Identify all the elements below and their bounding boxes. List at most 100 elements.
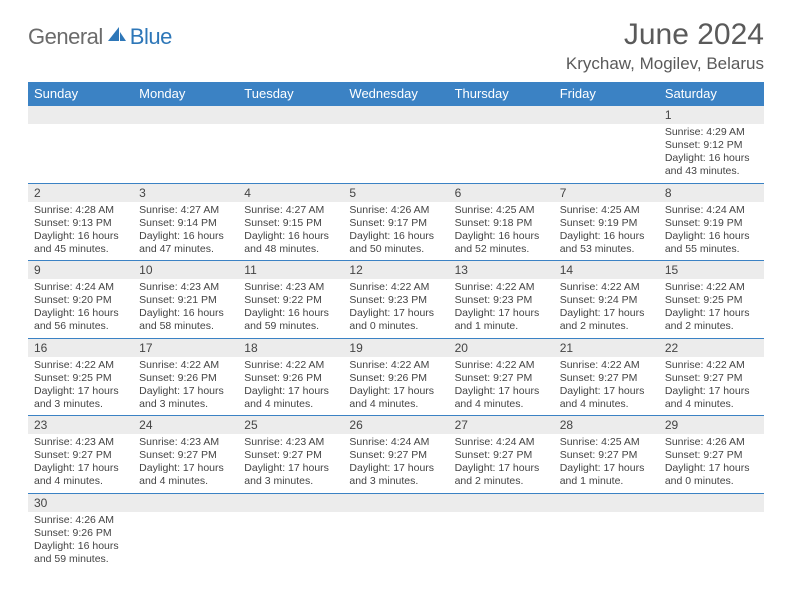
detail-row: Sunrise: 4:23 AMSunset: 9:27 PMDaylight:… <box>28 434 764 493</box>
day-sr: Sunrise: 4:25 AM <box>560 436 653 449</box>
day-ss: Sunset: 9:12 PM <box>665 139 758 152</box>
day-number-cell: 29 <box>659 416 764 435</box>
day-number-cell: 24 <box>133 416 238 435</box>
day-number-cell: 12 <box>343 261 448 280</box>
day-sr: Sunrise: 4:22 AM <box>665 281 758 294</box>
day-detail-cell: Sunrise: 4:26 AMSunset: 9:27 PMDaylight:… <box>659 434 764 493</box>
day-d1: Daylight: 17 hours <box>349 385 442 398</box>
day-d1: Daylight: 17 hours <box>349 462 442 475</box>
day-number-cell: 28 <box>554 416 659 435</box>
day-ss: Sunset: 9:27 PM <box>349 449 442 462</box>
day-detail-cell: Sunrise: 4:23 AMSunset: 9:27 PMDaylight:… <box>28 434 133 493</box>
day-detail-cell: Sunrise: 4:23 AMSunset: 9:27 PMDaylight:… <box>133 434 238 493</box>
weekday-header-row: Sunday Monday Tuesday Wednesday Thursday… <box>28 82 764 106</box>
day-number-cell: 27 <box>449 416 554 435</box>
day-d1: Daylight: 17 hours <box>244 462 337 475</box>
day-number-cell: 3 <box>133 183 238 202</box>
day-detail-cell: Sunrise: 4:22 AMSunset: 9:25 PMDaylight:… <box>28 357 133 416</box>
day-ss: Sunset: 9:27 PM <box>560 449 653 462</box>
day-detail-cell: Sunrise: 4:22 AMSunset: 9:23 PMDaylight:… <box>343 279 448 338</box>
weekday-header: Tuesday <box>238 82 343 106</box>
day-d1: Daylight: 17 hours <box>455 385 548 398</box>
day-ss: Sunset: 9:27 PM <box>560 372 653 385</box>
day-number-cell: 20 <box>449 338 554 357</box>
day-detail-cell <box>343 124 448 183</box>
day-number-cell: 26 <box>343 416 448 435</box>
day-d1: Daylight: 17 hours <box>560 462 653 475</box>
day-number-cell <box>554 106 659 125</box>
day-sr: Sunrise: 4:24 AM <box>455 436 548 449</box>
logo-text-blue: Blue <box>130 24 172 50</box>
day-number-cell: 19 <box>343 338 448 357</box>
day-detail-cell: Sunrise: 4:23 AMSunset: 9:27 PMDaylight:… <box>238 434 343 493</box>
day-number-cell <box>133 493 238 512</box>
day-ss: Sunset: 9:27 PM <box>665 449 758 462</box>
day-d1: Daylight: 16 hours <box>244 230 337 243</box>
day-ss: Sunset: 9:22 PM <box>244 294 337 307</box>
day-ss: Sunset: 9:27 PM <box>244 449 337 462</box>
day-d1: Daylight: 17 hours <box>560 385 653 398</box>
day-d2: and 1 minute. <box>455 320 548 333</box>
day-sr: Sunrise: 4:22 AM <box>665 359 758 372</box>
weekday-header: Friday <box>554 82 659 106</box>
day-number-cell: 5 <box>343 183 448 202</box>
day-detail-cell: Sunrise: 4:28 AMSunset: 9:13 PMDaylight:… <box>28 202 133 261</box>
day-ss: Sunset: 9:14 PM <box>139 217 232 230</box>
day-number-cell: 18 <box>238 338 343 357</box>
title-block: June 2024 Krychaw, Mogilev, Belarus <box>566 18 764 74</box>
day-sr: Sunrise: 4:22 AM <box>560 359 653 372</box>
logo-sail-icon <box>107 26 127 49</box>
day-d2: and 48 minutes. <box>244 243 337 256</box>
day-number-cell <box>343 106 448 125</box>
day-d2: and 2 minutes. <box>665 320 758 333</box>
day-number-cell: 2 <box>28 183 133 202</box>
day-detail-cell <box>343 512 448 571</box>
day-d1: Daylight: 16 hours <box>455 230 548 243</box>
day-detail-cell: Sunrise: 4:22 AMSunset: 9:26 PMDaylight:… <box>238 357 343 416</box>
day-d2: and 4 minutes. <box>139 475 232 488</box>
day-ss: Sunset: 9:26 PM <box>244 372 337 385</box>
day-d1: Daylight: 17 hours <box>455 307 548 320</box>
day-detail-cell: Sunrise: 4:23 AMSunset: 9:21 PMDaylight:… <box>133 279 238 338</box>
day-detail-cell: Sunrise: 4:24 AMSunset: 9:27 PMDaylight:… <box>449 434 554 493</box>
day-d2: and 3 minutes. <box>34 398 127 411</box>
day-number-cell: 13 <box>449 261 554 280</box>
day-sr: Sunrise: 4:27 AM <box>139 204 232 217</box>
day-sr: Sunrise: 4:23 AM <box>244 436 337 449</box>
day-ss: Sunset: 9:27 PM <box>34 449 127 462</box>
day-d2: and 1 minute. <box>560 475 653 488</box>
day-d1: Daylight: 17 hours <box>349 307 442 320</box>
day-detail-cell: Sunrise: 4:22 AMSunset: 9:23 PMDaylight:… <box>449 279 554 338</box>
day-d1: Daylight: 16 hours <box>349 230 442 243</box>
day-detail-cell <box>238 124 343 183</box>
day-number-cell: 8 <box>659 183 764 202</box>
day-d1: Daylight: 16 hours <box>34 540 127 553</box>
day-number-cell: 25 <box>238 416 343 435</box>
day-number-cell: 7 <box>554 183 659 202</box>
day-d2: and 4 minutes. <box>455 398 548 411</box>
day-detail-cell <box>554 512 659 571</box>
daynum-row: 23242526272829 <box>28 416 764 435</box>
day-detail-cell: Sunrise: 4:26 AMSunset: 9:17 PMDaylight:… <box>343 202 448 261</box>
day-detail-cell: Sunrise: 4:22 AMSunset: 9:26 PMDaylight:… <box>133 357 238 416</box>
detail-row: Sunrise: 4:26 AMSunset: 9:26 PMDaylight:… <box>28 512 764 571</box>
day-ss: Sunset: 9:26 PM <box>349 372 442 385</box>
day-detail-cell <box>238 512 343 571</box>
day-d1: Daylight: 16 hours <box>665 230 758 243</box>
day-d2: and 0 minutes. <box>349 320 442 333</box>
day-number-cell: 4 <box>238 183 343 202</box>
day-d2: and 4 minutes. <box>665 398 758 411</box>
day-d1: Daylight: 16 hours <box>139 307 232 320</box>
daynum-row: 2345678 <box>28 183 764 202</box>
day-d1: Daylight: 17 hours <box>244 385 337 398</box>
day-ss: Sunset: 9:25 PM <box>665 294 758 307</box>
day-d1: Daylight: 16 hours <box>34 307 127 320</box>
day-d2: and 3 minutes. <box>244 475 337 488</box>
day-d1: Daylight: 16 hours <box>560 230 653 243</box>
day-sr: Sunrise: 4:23 AM <box>244 281 337 294</box>
day-d1: Daylight: 17 hours <box>34 462 127 475</box>
day-sr: Sunrise: 4:22 AM <box>349 359 442 372</box>
day-detail-cell <box>133 124 238 183</box>
day-number-cell <box>659 493 764 512</box>
calendar-table: Sunday Monday Tuesday Wednesday Thursday… <box>28 82 764 570</box>
